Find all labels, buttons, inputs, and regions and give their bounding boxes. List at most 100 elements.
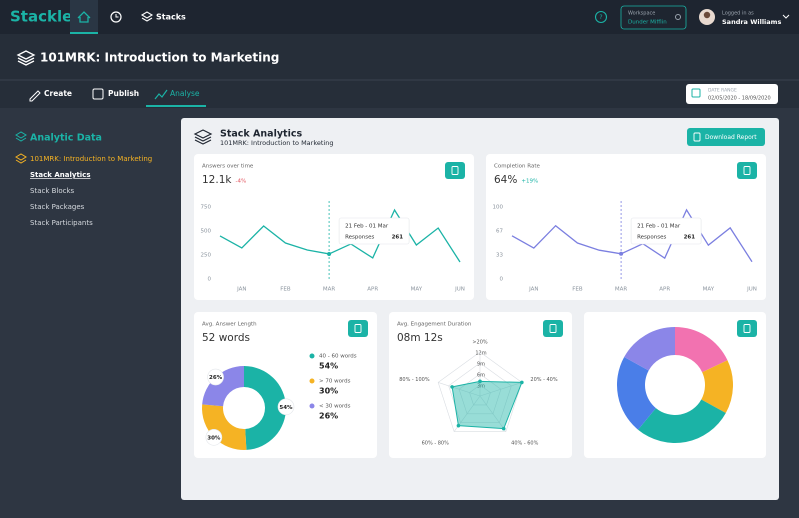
legend-label: < 30 words	[319, 404, 351, 410]
axis-line	[479, 382, 522, 397]
card-title: Avg. Engagement Duration	[397, 322, 472, 328]
label-badge	[205, 428, 223, 446]
axis-label: 40% - 60%	[511, 440, 538, 446]
axis-label: 80% - 100%	[399, 377, 430, 383]
grid-ring	[458, 373, 502, 415]
card-change: +19%	[521, 179, 538, 185]
radar-point	[450, 385, 454, 389]
card	[194, 154, 474, 300]
home-icon	[77, 11, 91, 23]
card-title: Answers over time	[202, 164, 254, 170]
card-download[interactable]	[445, 162, 465, 179]
tooltip-label: Responses	[637, 235, 666, 241]
tab-active[interactable]: Analyse	[170, 89, 200, 98]
card-download[interactable]	[737, 320, 757, 337]
label-badge	[277, 398, 295, 416]
card-value: 08m 12s	[397, 332, 443, 344]
y-tick-label: 250	[201, 253, 212, 259]
title-bar	[0, 34, 799, 108]
legend-label: > 70 words	[319, 379, 351, 385]
card-download-icon	[743, 324, 751, 333]
radar-point	[520, 380, 524, 385]
avatar-head	[703, 11, 711, 19]
x-tick-label: FEB	[280, 287, 291, 293]
course-icon	[16, 50, 36, 66]
sidebar-course[interactable]: 101MRK: Introduction to Marketing	[30, 155, 152, 163]
legend-swatch	[309, 403, 315, 409]
radar-point	[501, 426, 506, 431]
hover-point	[619, 251, 624, 256]
radar-point	[478, 379, 482, 384]
date-value: 02/05/2020 - 18/09/2020	[708, 96, 771, 102]
y-tick-label: 500	[201, 229, 212, 235]
label-badge	[207, 368, 224, 386]
sidebar-title: Analytic Data	[30, 133, 102, 144]
card-download[interactable]	[737, 162, 757, 179]
legend-swatch	[309, 353, 315, 359]
tab-underline	[146, 105, 206, 107]
card-value: 12.1k	[202, 174, 232, 186]
data-line	[219, 208, 461, 263]
sidebar-item[interactable]: Stack Participants	[30, 219, 93, 227]
x-tick-label: MAR	[323, 287, 336, 293]
sidebar-item[interactable]: Stack Packages	[30, 203, 85, 211]
date-box[interactable]	[686, 84, 778, 104]
donut-segment	[701, 360, 733, 413]
create-icon	[29, 90, 41, 102]
course-title: 101MRK: Introduction to Marketing	[40, 51, 279, 65]
download-button[interactable]	[687, 128, 765, 146]
help-icon[interactable]	[594, 10, 608, 24]
legend-value: 54%	[319, 362, 338, 371]
stacks-link[interactable]: Stacks	[156, 13, 186, 22]
r-tick-label: 3m	[477, 384, 485, 390]
donut-segment	[202, 404, 247, 450]
user-name[interactable]: Sandra Williams	[722, 18, 781, 26]
legend-swatch	[309, 378, 315, 384]
data-line	[511, 208, 753, 263]
legend-label: 40 - 60 words	[319, 354, 357, 360]
card	[584, 312, 766, 458]
card-download[interactable]	[543, 320, 563, 337]
history-icon[interactable]	[110, 11, 122, 23]
card-download-icon	[549, 324, 557, 333]
r-tick-label: 9m	[477, 362, 485, 368]
sidebar-item[interactable]: Stack Blocks	[30, 187, 75, 195]
axis-label: >20%	[472, 340, 488, 346]
tooltip-value: 261	[684, 235, 696, 241]
card-value: 64%	[494, 174, 517, 186]
logo[interactable]: Stackle	[10, 8, 72, 26]
card-value: 52 words	[202, 332, 250, 344]
sidebar-icon	[15, 131, 27, 142]
x-tick-label: JUN	[746, 287, 757, 293]
tab[interactable]: Publish	[108, 89, 139, 98]
radar-area	[451, 380, 523, 430]
donut-segment	[624, 327, 675, 371]
hover-point	[327, 251, 332, 256]
publish-icon	[92, 88, 104, 100]
y-tick-label: 33	[496, 253, 503, 259]
x-tick-label: MAR	[615, 287, 628, 293]
donut-segment	[244, 366, 287, 450]
sidebar-item-active[interactable]: Stack Analytics	[30, 171, 91, 179]
grid-ring	[469, 384, 491, 406]
card-download[interactable]	[348, 320, 368, 337]
y-tick-label: 0	[208, 277, 212, 283]
card-download-icon	[354, 324, 362, 333]
date-label: DATE RANGE	[708, 88, 737, 94]
user-chevron[interactable]	[782, 14, 790, 19]
workspace-box[interactable]	[620, 5, 687, 30]
donut-segment	[202, 366, 244, 407]
radar-point	[456, 423, 461, 428]
data-label: 26%	[209, 375, 223, 381]
home-tab[interactable]	[70, 0, 98, 34]
legend-value: 30%	[319, 387, 338, 396]
panel-title: Stack Analytics	[220, 129, 302, 140]
axis-line	[479, 395, 507, 432]
tab[interactable]: Create	[44, 89, 72, 98]
download-icon	[693, 132, 701, 142]
download-label: Download Report	[705, 134, 757, 141]
axis-label: 20% - 40%	[530, 377, 557, 383]
data-label: 30%	[207, 435, 221, 441]
home-underline	[70, 32, 98, 34]
